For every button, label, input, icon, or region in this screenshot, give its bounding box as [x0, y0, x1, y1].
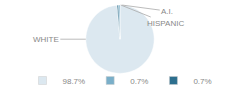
svg-text:A.I.: A.I.	[161, 7, 173, 16]
svg-text:98.7%: 98.7%	[63, 77, 86, 86]
svg-text:0.7%: 0.7%	[130, 77, 148, 86]
svg-text:HISPANIC: HISPANIC	[147, 19, 184, 28]
svg-text:0.7%: 0.7%	[193, 77, 211, 86]
svg-text:WHITE: WHITE	[33, 35, 59, 44]
